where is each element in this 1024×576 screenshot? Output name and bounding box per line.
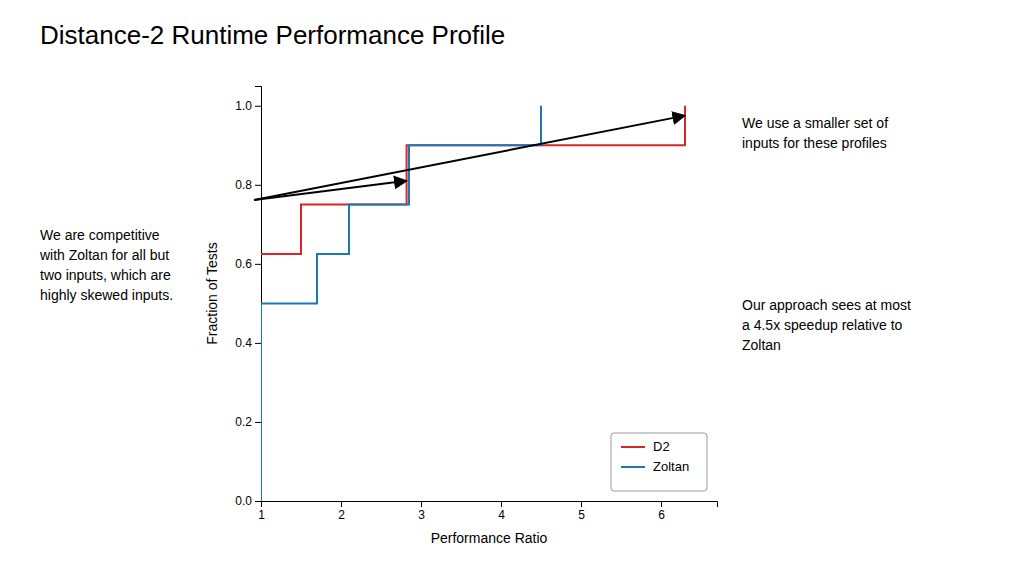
tick-mark: [581, 501, 582, 507]
legend-frame: [611, 433, 707, 491]
tick-label: 0.4: [235, 336, 252, 350]
tick: 0.8: [235, 178, 261, 192]
tick-mark: [501, 501, 502, 507]
tick-mark: [255, 264, 261, 265]
annotation-line: We are competitive: [40, 227, 160, 243]
y-axis-title: Fraction of Tests: [204, 242, 220, 344]
x-axis-title: Performance Ratio: [431, 530, 548, 546]
tick: 5: [578, 501, 585, 522]
tick: 4: [498, 501, 505, 522]
tick: 0.6: [235, 257, 261, 271]
tick-label: 2: [338, 508, 345, 522]
tick: 3: [418, 501, 425, 522]
tick: 1.0: [235, 99, 261, 113]
x-axis: 1 2 3 4 5 6: [258, 501, 717, 522]
annotation-line: a 4.5x speedup relative to: [742, 317, 903, 333]
tick-mark: [421, 501, 422, 507]
tick: 6: [658, 501, 665, 522]
tick-label: 0.2: [235, 415, 252, 429]
tick: 0.2: [235, 415, 261, 429]
tick-label: 0.0: [235, 494, 252, 508]
annotation-line: inputs for these profiles: [742, 135, 887, 151]
y-axis: 0.0 0.2 0.4 0.6 0.8 1.0: [235, 87, 261, 509]
tick-mark: [661, 501, 662, 507]
series-line: [261, 106, 541, 501]
annotation-line: Zoltan: [742, 337, 781, 353]
legend-swatch: [621, 466, 645, 468]
annotation-line: with Zoltan for all but: [39, 247, 169, 263]
tick-mark: [255, 422, 261, 423]
annotation: We are competitive with Zoltan for all bu…: [39, 227, 173, 303]
legend-label: D2: [653, 439, 670, 454]
tick-label: 6: [658, 508, 665, 522]
annotation-arrow: [254, 181, 407, 200]
tick-label: 3: [418, 508, 425, 522]
tick: 1: [258, 501, 265, 522]
legend-swatch: [621, 446, 645, 448]
chart-svg: Distance-2 Runtime Performance Profile 1 2…: [0, 0, 1024, 576]
tick: 0.0: [235, 494, 261, 508]
annotation: We use a smaller set of inputs for these …: [742, 115, 888, 151]
axis-domain: [255, 87, 262, 502]
annotation-arrow: [254, 116, 685, 200]
tick-mark: [255, 106, 261, 107]
chart-title: Distance-2 Runtime Performance Profile: [40, 20, 505, 50]
tick-label: 4: [498, 508, 505, 522]
annotation: Our approach sees at most a 4.5x speedup …: [742, 297, 911, 353]
tick-label: 0.6: [235, 257, 252, 271]
tick-label: 1: [258, 508, 265, 522]
tick-label: 5: [578, 508, 585, 522]
tick-label: 1.0: [235, 99, 252, 113]
annotation-line: two inputs, which are: [40, 267, 171, 283]
annotation-line: We use a smaller set of: [742, 115, 888, 131]
tick-mark: [341, 501, 342, 507]
legend-label: Zoltan: [653, 459, 689, 474]
annotation-line: highly skewed inputs.: [40, 287, 173, 303]
tick-mark: [255, 185, 261, 186]
plot-area: 1 2 3 4 5 6 0.0 0.2 0.4 0.6 0.8 1.0 D2 Zoltan: [235, 87, 717, 522]
tick-mark: [255, 343, 261, 344]
axis-domain: [262, 502, 718, 508]
annotation-line: Our approach sees at most: [742, 297, 911, 313]
tick: 2: [338, 501, 345, 522]
tick-mark: [255, 501, 261, 502]
tick: 0.4: [235, 336, 261, 350]
tick-label: 0.8: [235, 178, 252, 192]
legend: D2 Zoltan: [611, 433, 707, 491]
